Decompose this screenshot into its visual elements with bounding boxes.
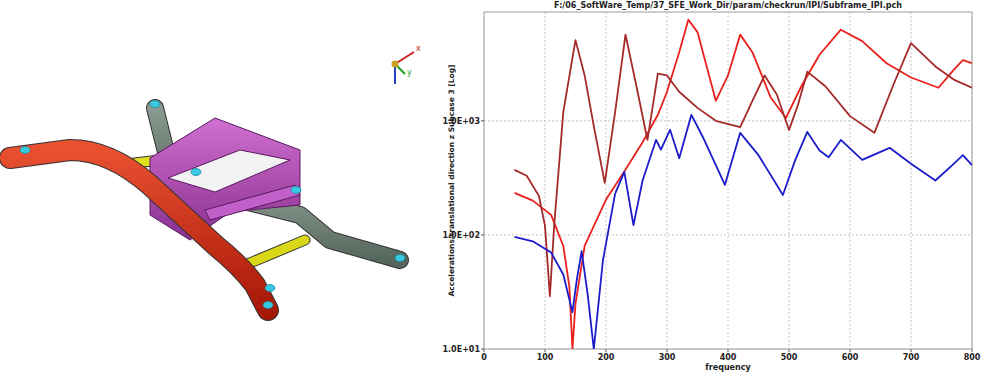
- series-group: [515, 20, 973, 349]
- chart: F:/06_SoftWare_Temp/37_SFE_Work_Dir/para…: [443, 1, 981, 372]
- plot-frame: [484, 12, 972, 349]
- x-tick: [850, 349, 851, 352]
- x-tick: [606, 349, 607, 352]
- x-tick: [972, 349, 973, 352]
- red-tube-outline: [10, 150, 268, 310]
- x-grid-line: [667, 12, 668, 349]
- x-tick: [728, 349, 729, 352]
- x-tick-label: 0: [481, 353, 487, 362]
- mount-point: [20, 147, 30, 154]
- red-tube: [10, 150, 268, 310]
- x-tick-label: 700: [903, 353, 920, 362]
- x-grid-line: [545, 12, 546, 349]
- y-tick: [481, 234, 484, 235]
- y-grid-line: [484, 349, 972, 350]
- model-render: [10, 101, 405, 311]
- mount-point: [265, 285, 275, 292]
- mount-point: [395, 255, 405, 262]
- x-tick-label: 300: [659, 353, 676, 362]
- x-tick-label: 200: [598, 353, 615, 362]
- x-tick: [667, 349, 668, 352]
- x-grid-line: [850, 12, 851, 349]
- mount-point: [263, 302, 273, 309]
- x-tick-label: 500: [781, 353, 798, 362]
- x-grid-line: [728, 12, 729, 349]
- y-tick: [481, 349, 484, 350]
- x-tick-label: 100: [537, 353, 554, 362]
- mount-point: [191, 169, 201, 176]
- triad-label: x: [416, 44, 421, 53]
- page: xyF:/06_SoftWare_Temp/37_SFE_Work_Dir/pa…: [0, 0, 992, 386]
- triad-origin: [392, 61, 399, 68]
- y-grid-line: [484, 234, 972, 235]
- x-tick: [911, 349, 912, 352]
- y-tick: [481, 120, 484, 121]
- x-grid-line: [911, 12, 912, 349]
- mount-point: [150, 101, 160, 108]
- mount-point: [291, 187, 301, 194]
- bracket-flange: [205, 185, 300, 220]
- x-grid-line: [484, 12, 485, 349]
- series-line: [515, 115, 973, 349]
- x-tick-label: 800: [964, 353, 981, 362]
- x-axis-label: frequency: [705, 363, 751, 372]
- x-tick: [545, 349, 546, 352]
- y-tick-label: 1.0E+01: [443, 345, 481, 354]
- triad-label: y: [407, 68, 412, 77]
- x-tick-label: 600: [842, 353, 859, 362]
- series-line: [515, 20, 973, 349]
- axis-triad: xy: [392, 44, 422, 84]
- pink-bracket: [150, 118, 300, 240]
- chart-title: F:/06_SoftWare_Temp/37_SFE_Work_Dir/para…: [554, 1, 902, 10]
- bracket-opening: [168, 150, 290, 192]
- y-grid-line: [484, 120, 972, 121]
- x-tick-label: 400: [720, 353, 737, 362]
- y-axis-label: Accelerations/translational direction z …: [447, 65, 456, 297]
- x-tick: [789, 349, 790, 352]
